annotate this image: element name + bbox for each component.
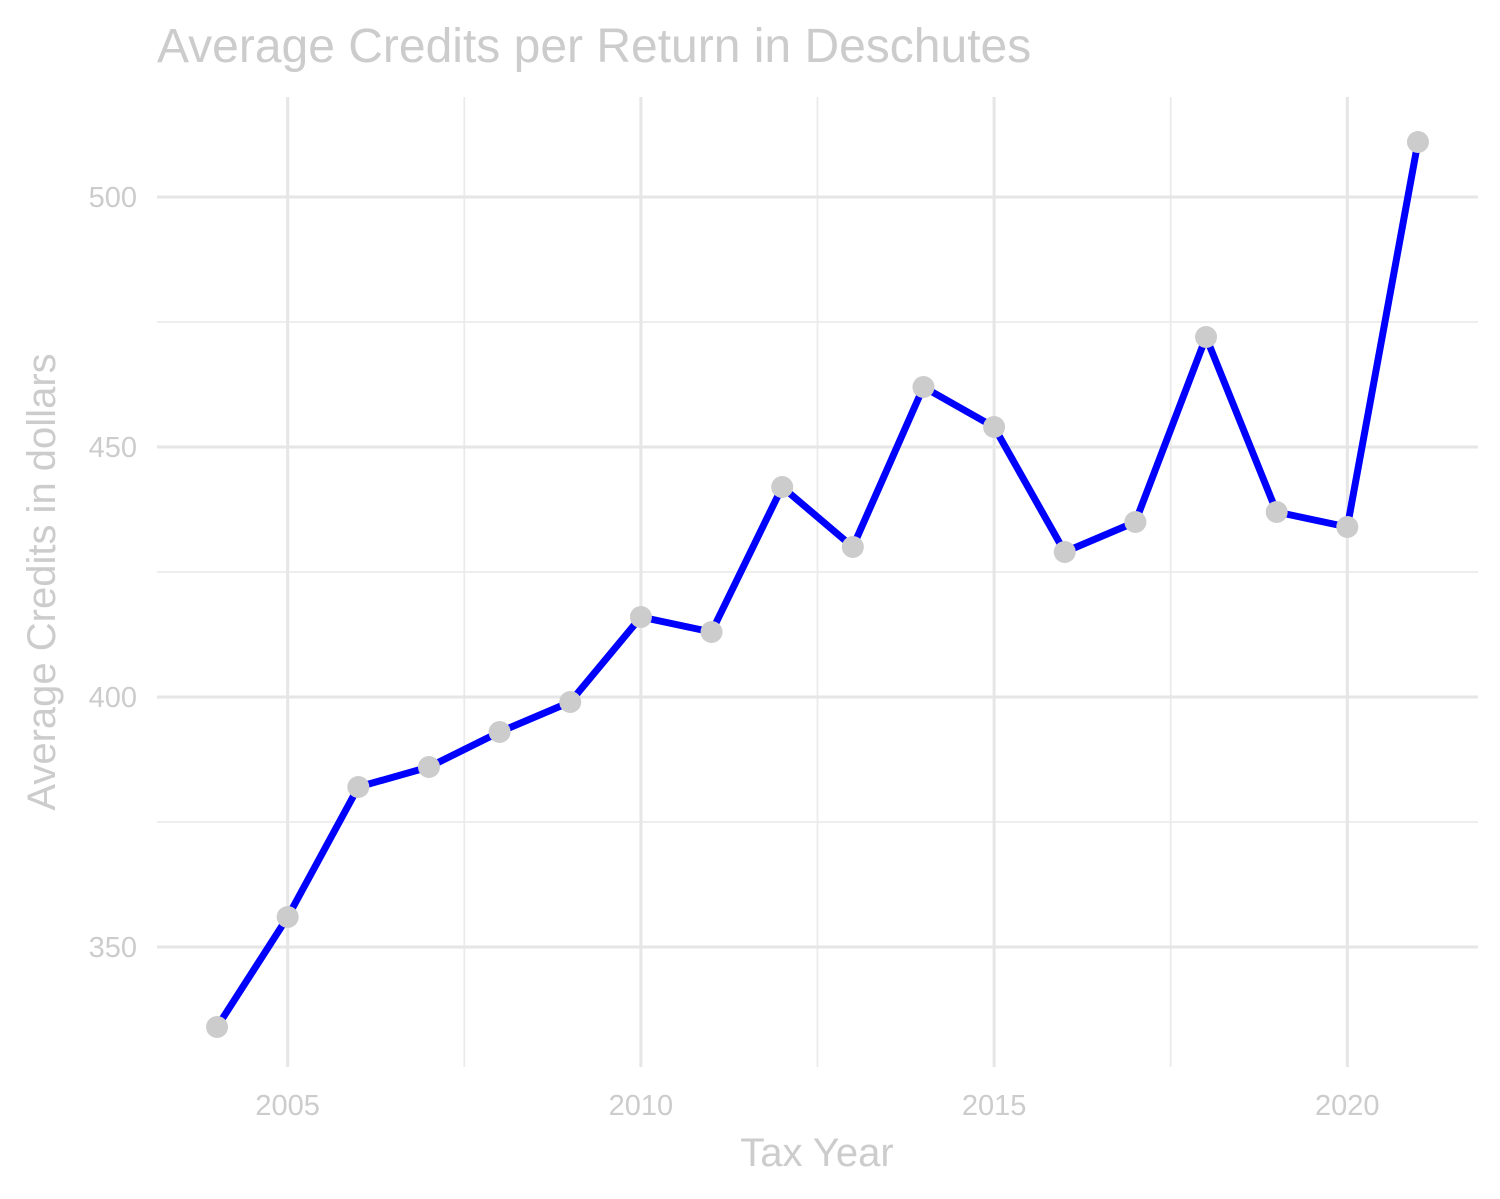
data-point — [1336, 516, 1359, 538]
data-points — [206, 131, 1429, 1038]
data-point — [206, 1016, 229, 1038]
x-tick-label: 2010 — [609, 1090, 674, 1122]
data-point — [276, 906, 299, 928]
y-tick-label: 350 — [89, 932, 137, 964]
chart-title: Average Credits per Return in Deschutes — [157, 20, 1031, 73]
data-point — [488, 721, 511, 743]
gridlines — [157, 97, 1478, 1067]
data-point — [629, 606, 652, 628]
x-tick-label: 2020 — [1315, 1090, 1380, 1122]
x-axis-title: Tax Year — [740, 1131, 893, 1175]
data-point — [1265, 501, 1288, 523]
y-tick-label: 450 — [89, 432, 137, 464]
data-point — [912, 376, 935, 398]
y-tick-label: 500 — [89, 182, 137, 214]
y-axis-title: Average Credits in dollars — [20, 353, 64, 810]
data-point — [1406, 131, 1429, 153]
data-point — [1053, 541, 1076, 563]
data-point — [841, 536, 864, 558]
data-point — [347, 776, 370, 798]
data-point — [1124, 511, 1147, 533]
data-point — [559, 691, 582, 713]
data-point — [700, 621, 723, 643]
x-tick-label: 2005 — [255, 1090, 320, 1122]
data-point — [417, 756, 440, 778]
data-point — [771, 476, 794, 498]
y-tick-labels: 350 400 450 500 — [89, 182, 137, 964]
y-tick-label: 400 — [89, 682, 137, 714]
data-line — [213, 138, 1422, 1031]
data-point — [983, 416, 1006, 438]
x-tick-labels: 2005 2010 2015 2020 — [255, 1090, 1379, 1122]
data-point — [1195, 326, 1218, 348]
x-tick-label: 2015 — [962, 1090, 1027, 1122]
